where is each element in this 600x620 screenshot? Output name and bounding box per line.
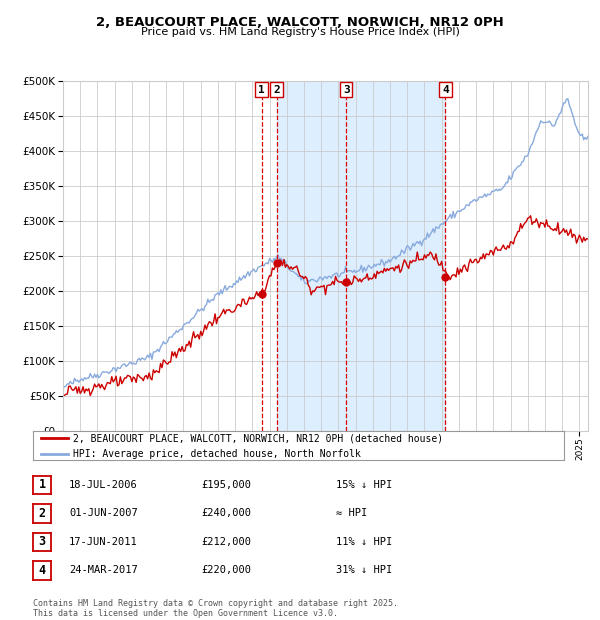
Text: 2, BEAUCOURT PLACE, WALCOTT, NORWICH, NR12 0PH: 2, BEAUCOURT PLACE, WALCOTT, NORWICH, NR… [96, 16, 504, 29]
Text: 24-MAR-2017: 24-MAR-2017 [69, 565, 138, 575]
Text: 01-JUN-2007: 01-JUN-2007 [69, 508, 138, 518]
Text: 2: 2 [273, 85, 280, 95]
Text: 11% ↓ HPI: 11% ↓ HPI [336, 537, 392, 547]
Text: £195,000: £195,000 [201, 480, 251, 490]
Text: 4: 4 [38, 564, 46, 577]
Text: £212,000: £212,000 [201, 537, 251, 547]
Text: 2: 2 [38, 507, 46, 520]
Text: £240,000: £240,000 [201, 508, 251, 518]
Text: Contains HM Land Registry data © Crown copyright and database right 2025.
This d: Contains HM Land Registry data © Crown c… [33, 599, 398, 618]
Bar [277, 81, 445, 431]
Text: £220,000: £220,000 [201, 565, 251, 575]
Text: 18-JUL-2006: 18-JUL-2006 [69, 480, 138, 490]
Text: 3: 3 [38, 536, 46, 548]
Text: 1: 1 [38, 479, 46, 491]
Text: HPI: Average price, detached house, North Norfolk: HPI: Average price, detached house, Nort… [73, 449, 361, 459]
Text: 15% ↓ HPI: 15% ↓ HPI [336, 480, 392, 490]
Text: Price paid vs. HM Land Registry's House Price Index (HPI): Price paid vs. HM Land Registry's House … [140, 27, 460, 37]
Text: 2, BEAUCOURT PLACE, WALCOTT, NORWICH, NR12 0PH (detached house): 2, BEAUCOURT PLACE, WALCOTT, NORWICH, NR… [73, 433, 443, 443]
Text: 1: 1 [258, 85, 265, 95]
Text: 31% ↓ HPI: 31% ↓ HPI [336, 565, 392, 575]
Text: 17-JUN-2011: 17-JUN-2011 [69, 537, 138, 547]
Text: 3: 3 [343, 85, 350, 95]
Text: 4: 4 [442, 85, 449, 95]
Text: ≈ HPI: ≈ HPI [336, 508, 367, 518]
